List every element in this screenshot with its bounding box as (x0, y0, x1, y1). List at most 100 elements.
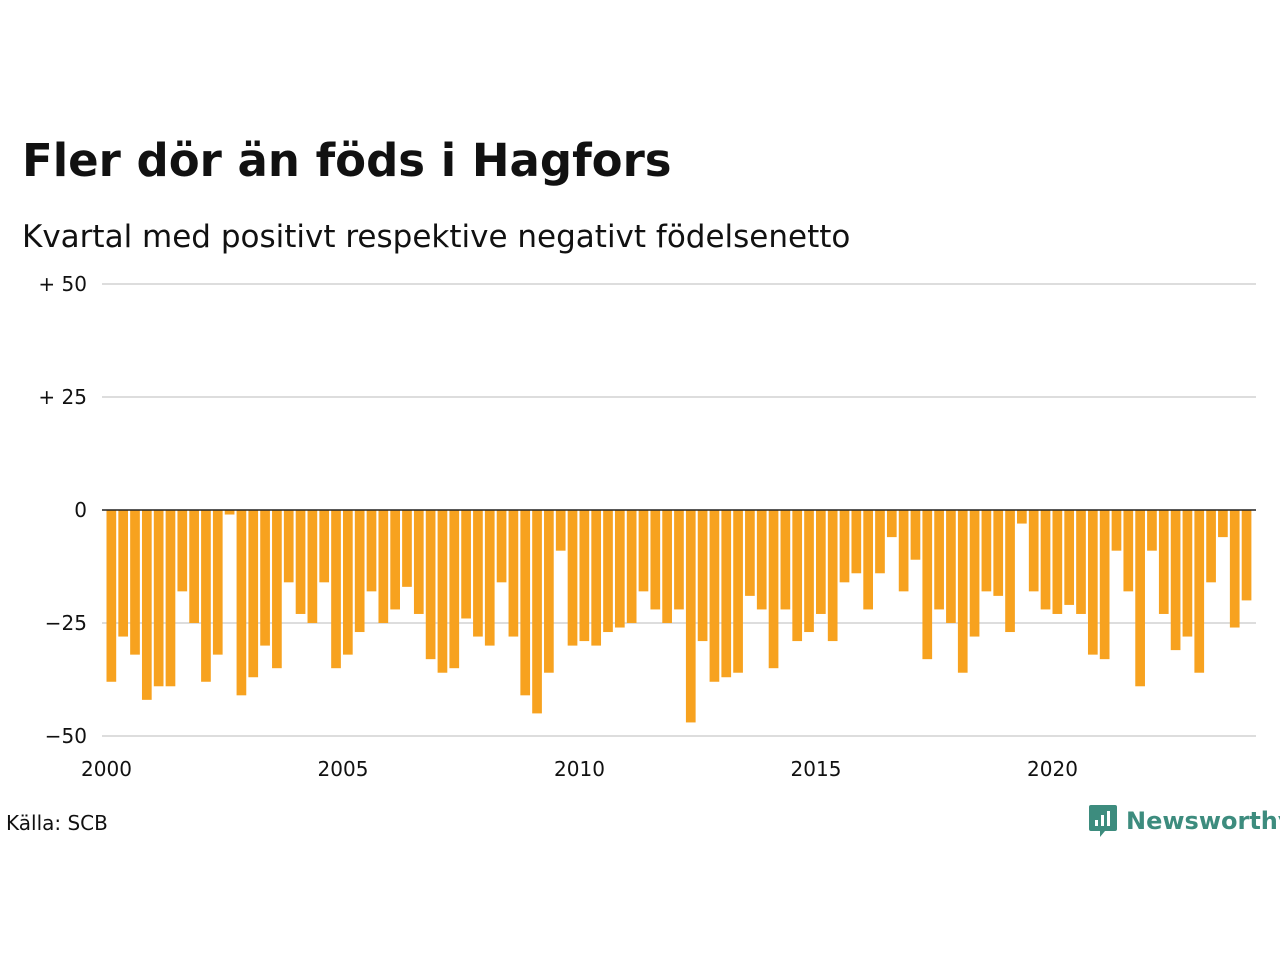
bar (354, 510, 365, 633)
bar (1170, 510, 1181, 651)
y-tick-label: −25 (45, 611, 87, 635)
y-axis-ticks: + 50 + 25 0 −25 −50 (38, 272, 87, 748)
bar (993, 510, 1004, 596)
bar (484, 510, 495, 646)
bar (1111, 510, 1122, 551)
chart-subtitle: Kvartal med positivt respektive negativt… (22, 219, 851, 255)
y-tick-label: + 25 (38, 385, 87, 409)
bar (745, 510, 755, 596)
bar (260, 510, 270, 646)
bar (520, 510, 531, 696)
gridlines (102, 283, 1256, 737)
bar (118, 510, 129, 637)
bar (331, 510, 341, 669)
bar (804, 510, 814, 633)
bar (697, 510, 708, 642)
newsworthy-logo-icon (1089, 805, 1117, 837)
bar (969, 510, 980, 637)
bar (283, 510, 294, 583)
bar (922, 510, 933, 660)
bar (212, 510, 223, 655)
bar (1017, 510, 1027, 524)
brand-logo: Newsworthy (1088, 804, 1280, 838)
bar (851, 510, 862, 574)
bar (898, 510, 909, 592)
bar (733, 510, 743, 673)
bar (863, 510, 873, 610)
bar (165, 510, 176, 687)
bar (626, 510, 637, 623)
bar (153, 510, 164, 687)
bar (508, 510, 519, 637)
bar (413, 510, 424, 614)
bar (756, 510, 767, 610)
bar (816, 510, 826, 614)
bar (768, 510, 779, 669)
bar (130, 510, 140, 655)
bar (532, 510, 542, 714)
bar (1064, 510, 1075, 605)
bar (248, 510, 259, 678)
bar (473, 510, 483, 637)
bar (437, 510, 448, 673)
bar (1218, 510, 1228, 538)
y-tick-label: −50 (45, 724, 87, 748)
bar (106, 510, 117, 682)
bar (1194, 510, 1205, 673)
bar (839, 510, 850, 583)
bar (224, 510, 235, 515)
bar (1147, 510, 1157, 551)
bar (319, 510, 330, 583)
bar (910, 510, 921, 560)
bar (1028, 510, 1039, 592)
x-tick-label: 2020 (1027, 757, 1078, 781)
bar (544, 510, 554, 673)
bar (425, 510, 436, 660)
bar (1182, 510, 1193, 637)
bar (378, 510, 389, 623)
bar (390, 510, 400, 610)
bar (177, 510, 188, 592)
bar (827, 510, 838, 642)
bar (934, 510, 944, 610)
y-tick-label: + 50 (38, 272, 87, 296)
bar (295, 510, 306, 614)
bar-chart: + 50 + 25 0 −25 −50 2000 2005 2010 2015 2020 (38, 272, 1256, 781)
bar (343, 510, 353, 655)
bar (591, 510, 602, 646)
bar (674, 510, 684, 610)
bar (366, 510, 377, 592)
bar (875, 510, 885, 574)
bar (1005, 510, 1015, 633)
bar (189, 510, 199, 623)
bars (106, 510, 1252, 723)
bar (603, 510, 613, 633)
bar (685, 510, 696, 723)
bar (946, 510, 956, 623)
bar (1123, 510, 1134, 592)
x-tick-label: 2010 (554, 757, 605, 781)
bar (1052, 510, 1063, 614)
bar (236, 510, 247, 696)
x-axis-ticks: 2000 2005 2010 2015 2020 (81, 757, 1078, 781)
x-tick-label: 2015 (791, 757, 842, 781)
bar (709, 510, 720, 682)
bar (792, 510, 803, 642)
bar (662, 510, 672, 623)
source-note: Källa: SCB (6, 811, 108, 835)
x-tick-label: 2005 (318, 757, 369, 781)
bar (567, 510, 578, 646)
bar (1241, 510, 1252, 601)
bar (1229, 510, 1240, 628)
bar (1099, 510, 1110, 660)
bar (1206, 510, 1216, 583)
bar (272, 510, 282, 669)
bar (1158, 510, 1169, 614)
bar (721, 510, 732, 678)
y-tick-label: 0 (74, 498, 87, 522)
bar (1135, 510, 1145, 687)
x-tick-label: 2000 (81, 757, 132, 781)
bar (1087, 510, 1098, 655)
bar (141, 510, 152, 700)
bar (650, 510, 661, 610)
